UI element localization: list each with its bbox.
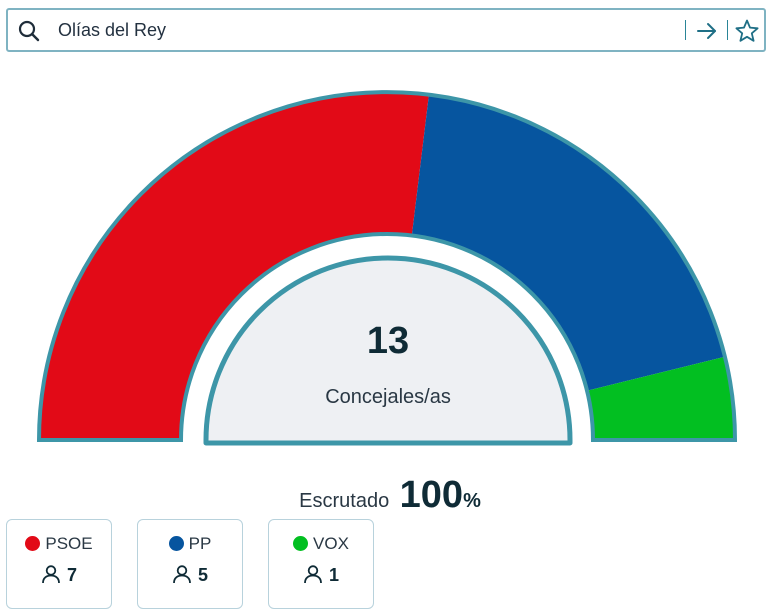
party-seats: 5 [197, 565, 208, 585]
search-input[interactable]: Olías del Rey [58, 20, 167, 40]
party-name: VOX [313, 534, 349, 553]
seat-segment-pp [411, 94, 725, 391]
party-card-vox[interactable]: VOX 1 [268, 519, 374, 609]
party-color-dot [168, 536, 184, 551]
party-color-dot [25, 536, 41, 551]
person-icon [173, 565, 191, 584]
hemicycle-outline [36, 90, 738, 442]
party-card-pp[interactable]: PP 5 [137, 519, 243, 609]
party-name: PP [188, 534, 212, 553]
counted-unit: % [463, 490, 481, 512]
counted-label: Escrutado [299, 490, 390, 512]
total-seats: 13 [366, 320, 410, 362]
arrow-right-icon[interactable] [694, 18, 720, 44]
party-color-dot [293, 536, 309, 551]
divider [685, 20, 686, 40]
hemicycle-chart [36, 90, 738, 446]
divider [727, 20, 728, 40]
party-card-psoe[interactable]: PSOE 7 [6, 519, 112, 609]
counted-value: 100 [399, 474, 464, 516]
star-icon[interactable] [734, 18, 760, 44]
search-icon[interactable] [17, 19, 41, 43]
seat-segments [36, 90, 738, 442]
person-icon [42, 565, 60, 584]
seat-segment-psoe [39, 92, 429, 441]
inner-half-circle [203, 255, 573, 446]
party-name: PSOE [45, 534, 93, 553]
person-icon [304, 565, 322, 584]
party-seats: 1 [328, 565, 339, 585]
search-bar: Olías del Rey [6, 8, 766, 52]
seat-segment-vox [587, 356, 735, 440]
party-seats: 7 [66, 565, 77, 585]
total-seats-label: Concejales/as [325, 386, 451, 408]
counted-status: Escrutado 100% [180, 474, 600, 517]
